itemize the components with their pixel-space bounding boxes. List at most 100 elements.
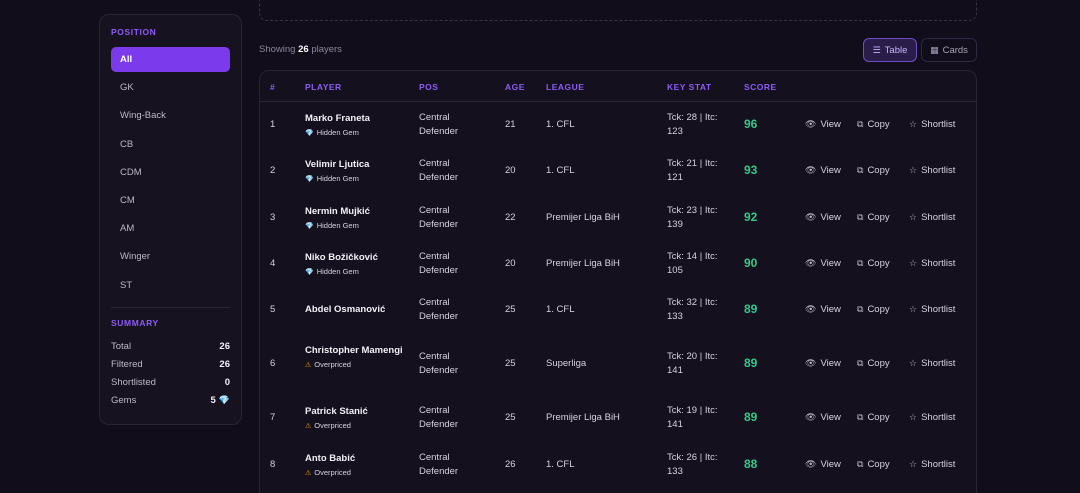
summary-value: 5: [210, 395, 216, 406]
table-row[interactable]: 7 Patrick Stanić ⚠ Overpriced Central Defend…: [260, 394, 976, 441]
player-name[interactable]: Anto Babić: [305, 452, 356, 464]
cards-view-button[interactable]: ▦ Cards: [921, 38, 977, 62]
position-filter-cdm[interactable]: CDM: [120, 166, 142, 178]
position-filter-all[interactable]: All: [111, 47, 230, 72]
position-section-title: POSITION: [111, 27, 157, 37]
star-icon: ☆: [909, 357, 918, 368]
player-cell[interactable]: Marko Franeta 💎 Hidden Gem: [305, 112, 405, 139]
table-view-button[interactable]: ☰ Table: [863, 38, 917, 62]
position-filter-cb[interactable]: CB: [120, 138, 134, 150]
view-button[interactable]: 👁 View: [805, 304, 841, 315]
player-cell[interactable]: Nermin Mujkić 💎 Hidden Gem: [305, 205, 405, 232]
shortlist-button[interactable]: ☆ Shortlist: [909, 258, 955, 269]
player-cell[interactable]: Anto Babić ⚠ Overpriced: [305, 452, 405, 479]
shortlist-button[interactable]: ☆ Shortlist: [909, 358, 955, 369]
player-name[interactable]: Patrick Stanić: [305, 405, 368, 417]
view-button[interactable]: 👁 View: [805, 459, 841, 470]
player-name[interactable]: Velimir Ljutica: [305, 159, 370, 170]
position-filter-cm[interactable]: CM: [120, 194, 135, 206]
key-stat: Tck: 28 | Itc: 123: [667, 112, 718, 137]
header-player[interactable]: PLAYER: [305, 82, 342, 92]
player-name[interactable]: Abdel Osmanović: [305, 304, 386, 315]
player-name[interactable]: Marko Franeta: [305, 113, 370, 124]
league: 1. CFL: [546, 304, 575, 315]
row-number: 3: [270, 211, 276, 223]
shortlist-button[interactable]: ☆ Shortlist: [909, 459, 955, 470]
position-filter-st[interactable]: ST: [120, 279, 133, 291]
view-button[interactable]: 👁 View: [805, 165, 841, 176]
player-cell[interactable]: Patrick Stanić ⚠ Overpriced: [305, 405, 405, 432]
copy-button-label: Copy: [867, 165, 890, 176]
view-button[interactable]: 👁 View: [805, 358, 841, 369]
header-age[interactable]: AGE: [505, 82, 525, 92]
copy-button[interactable]: ⧉ Copy: [857, 165, 890, 176]
copy-button[interactable]: ⧉ Copy: [857, 212, 890, 223]
position: Central Defender: [419, 451, 459, 477]
position-filter-list: All GK Wing-Back CB CDM CM AM Winger ST: [111, 47, 230, 298]
header-league[interactable]: LEAGUE: [546, 82, 585, 92]
player-name[interactable]: Nermin Mujkić: [305, 205, 370, 217]
shortlist-button[interactable]: ☆ Shortlist: [909, 304, 955, 315]
star-icon: ☆: [909, 411, 918, 422]
position-filter-winger[interactable]: Winger: [120, 251, 151, 263]
header-key-stat[interactable]: KEY STAT: [667, 82, 712, 92]
player-cell[interactable]: Velimir Ljutica 💎 Hidden Gem: [305, 158, 405, 185]
cards-view-label: Cards: [942, 44, 968, 56]
summary-section-title: SUMMARY: [111, 317, 159, 328]
shortlist-button[interactable]: ☆ Shortlist: [909, 412, 955, 423]
shortlist-button[interactable]: ☆ Shortlist: [909, 165, 955, 176]
showing-count-text: Showing 26 players: [259, 44, 342, 55]
copy-button[interactable]: ⧉ Copy: [857, 358, 890, 369]
position-filter-am[interactable]: AM: [120, 223, 135, 235]
overpriced-badge: ⚠ Overpriced: [305, 468, 405, 479]
position-filter-gk[interactable]: GK: [120, 82, 134, 94]
overpriced-badge: ⚠ Overpriced: [305, 421, 405, 432]
shortlist-button[interactable]: ☆ Shortlist: [909, 119, 955, 130]
view-button[interactable]: 👁 View: [805, 119, 841, 130]
key-stat: Tck: 23 | Itc: 139: [667, 204, 718, 230]
gem-icon: 💎: [305, 269, 314, 276]
row-number: 2: [270, 165, 276, 176]
row-number: 7: [270, 411, 276, 423]
table-row[interactable]: 8 Anto Babić ⚠ Overpriced Central Defender 26…: [260, 441, 976, 488]
view-button[interactable]: 👁 View: [805, 212, 841, 223]
shortlist-button[interactable]: ☆ Shortlist: [909, 212, 955, 223]
key-stat: Tck: 20 | Itc: 141: [667, 350, 718, 376]
copy-button[interactable]: ⧉ Copy: [857, 304, 890, 315]
table-row[interactable]: 6 Christopher Mamengi ⚠ Overpriced Central D…: [260, 333, 976, 394]
view-button[interactable]: 👁 View: [805, 412, 841, 423]
copy-button-label: Copy: [867, 411, 890, 423]
eye-icon: 👁: [805, 119, 817, 129]
table-row[interactable]: 3 Nermin Mujkić 💎 Hidden Gem Central Defende…: [260, 194, 976, 241]
score: 96: [744, 117, 758, 131]
badge-label: Overpriced: [314, 420, 351, 430]
showing-prefix: Showing: [259, 44, 296, 55]
player-name[interactable]: Christopher Mamengi: [305, 344, 403, 356]
copy-button[interactable]: ⧉ Copy: [857, 459, 890, 470]
player-name[interactable]: Niko Božičković: [305, 252, 378, 263]
position-filter-wing-back[interactable]: Wing-Back: [120, 110, 166, 122]
table-row[interactable]: 4 Niko Božičković 💎 Hidden Gem Central Defen…: [260, 241, 976, 287]
player-cell[interactable]: Abdel Osmanović: [305, 303, 405, 317]
copy-icon: ⧉: [857, 258, 864, 268]
header-pos[interactable]: POS: [419, 82, 439, 92]
view-button[interactable]: 👁 View: [805, 258, 841, 269]
age: 22: [505, 211, 516, 223]
star-icon: ☆: [909, 304, 918, 314]
list-icon: ☰: [872, 44, 881, 55]
key-stat: Tck: 14 | Itc: 105: [667, 251, 718, 276]
copy-button[interactable]: ⧉ Copy: [857, 412, 890, 423]
age: 20: [505, 258, 516, 269]
table-row[interactable]: 1 Marko Franeta 💎 Hidden Gem Central Defende…: [260, 102, 976, 148]
player-cell[interactable]: Christopher Mamengi ⚠ Overpriced: [305, 344, 405, 371]
table-row[interactable]: 5 Abdel Osmanović Central Defender 25 1. CFL…: [260, 287, 976, 333]
table-row[interactable]: 2 Velimir Ljutica 💎 Hidden Gem Central Defen…: [260, 148, 976, 194]
player-cell[interactable]: Niko Božičković 💎 Hidden Gem: [305, 251, 405, 278]
age: 20: [505, 165, 516, 176]
copy-button[interactable]: ⧉ Copy: [857, 119, 890, 130]
hidden-gem-badge: 💎 Hidden Gem: [305, 174, 405, 185]
age: 25: [505, 304, 516, 315]
copy-button[interactable]: ⧉ Copy: [857, 258, 890, 269]
header-score[interactable]: SCORE: [744, 82, 777, 92]
copy-icon: ⧉: [857, 411, 864, 422]
